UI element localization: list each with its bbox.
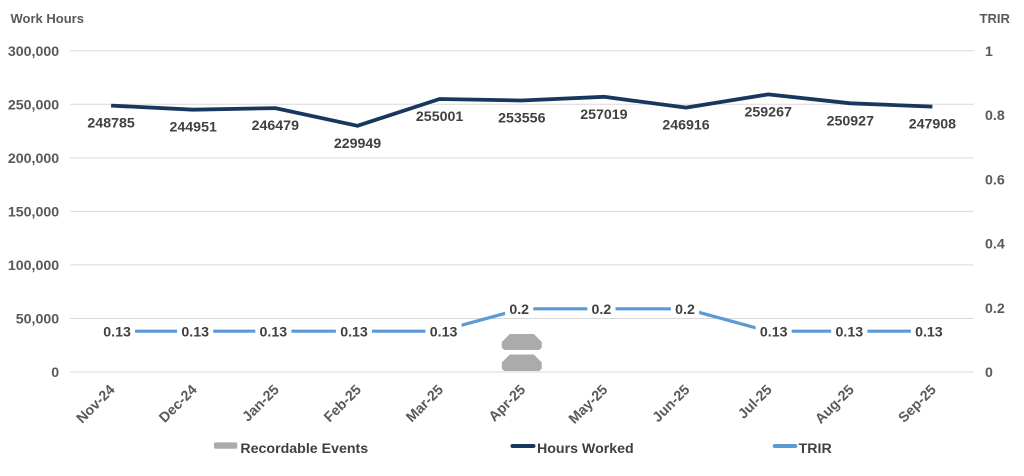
svg-text:Hours Worked: Hours Worked bbox=[537, 441, 634, 457]
svg-text:TRIR: TRIR bbox=[799, 441, 832, 457]
svg-text:150,000: 150,000 bbox=[8, 204, 59, 220]
svg-text:0.13: 0.13 bbox=[340, 325, 368, 341]
svg-text:229949: 229949 bbox=[334, 136, 381, 152]
svg-text:0.8: 0.8 bbox=[985, 108, 1005, 124]
svg-text:0: 0 bbox=[51, 365, 59, 381]
svg-text:0.13: 0.13 bbox=[835, 325, 863, 341]
svg-text:0.13: 0.13 bbox=[181, 325, 209, 341]
svg-text:250927: 250927 bbox=[827, 113, 874, 129]
svg-text:259267: 259267 bbox=[745, 104, 792, 120]
svg-text:0.2: 0.2 bbox=[985, 301, 1005, 317]
svg-text:300,000: 300,000 bbox=[8, 44, 59, 60]
svg-text:253556: 253556 bbox=[498, 111, 545, 127]
svg-text:1: 1 bbox=[985, 44, 993, 60]
svg-text:248785: 248785 bbox=[87, 116, 134, 132]
svg-text:TRIR: TRIR bbox=[980, 11, 1011, 26]
svg-text:0.13: 0.13 bbox=[760, 325, 788, 341]
svg-text:0.2: 0.2 bbox=[592, 302, 612, 318]
svg-text:Recordable Events: Recordable Events bbox=[240, 441, 368, 457]
svg-text:0.4: 0.4 bbox=[985, 237, 1005, 253]
svg-text:0.2: 0.2 bbox=[509, 302, 529, 318]
svg-text:200,000: 200,000 bbox=[8, 151, 59, 167]
svg-text:247908: 247908 bbox=[909, 117, 956, 133]
svg-text:0.6: 0.6 bbox=[985, 172, 1005, 188]
svg-text:100,000: 100,000 bbox=[8, 258, 59, 274]
svg-text:244951: 244951 bbox=[170, 120, 217, 136]
svg-text:0.13: 0.13 bbox=[259, 325, 287, 341]
svg-text:50,000: 50,000 bbox=[16, 312, 60, 328]
svg-text:250,000: 250,000 bbox=[8, 97, 59, 113]
svg-text:0: 0 bbox=[985, 365, 993, 381]
svg-text:246916: 246916 bbox=[662, 118, 709, 134]
svg-text:257019: 257019 bbox=[580, 107, 627, 123]
svg-text:255001: 255001 bbox=[416, 109, 463, 125]
svg-text:0.2: 0.2 bbox=[675, 302, 695, 318]
svg-text:0.13: 0.13 bbox=[430, 325, 458, 341]
svg-text:0.13: 0.13 bbox=[103, 325, 131, 341]
svg-text:0.13: 0.13 bbox=[915, 325, 943, 341]
svg-text:Work Hours: Work Hours bbox=[11, 11, 84, 26]
svg-text:246479: 246479 bbox=[252, 118, 299, 134]
